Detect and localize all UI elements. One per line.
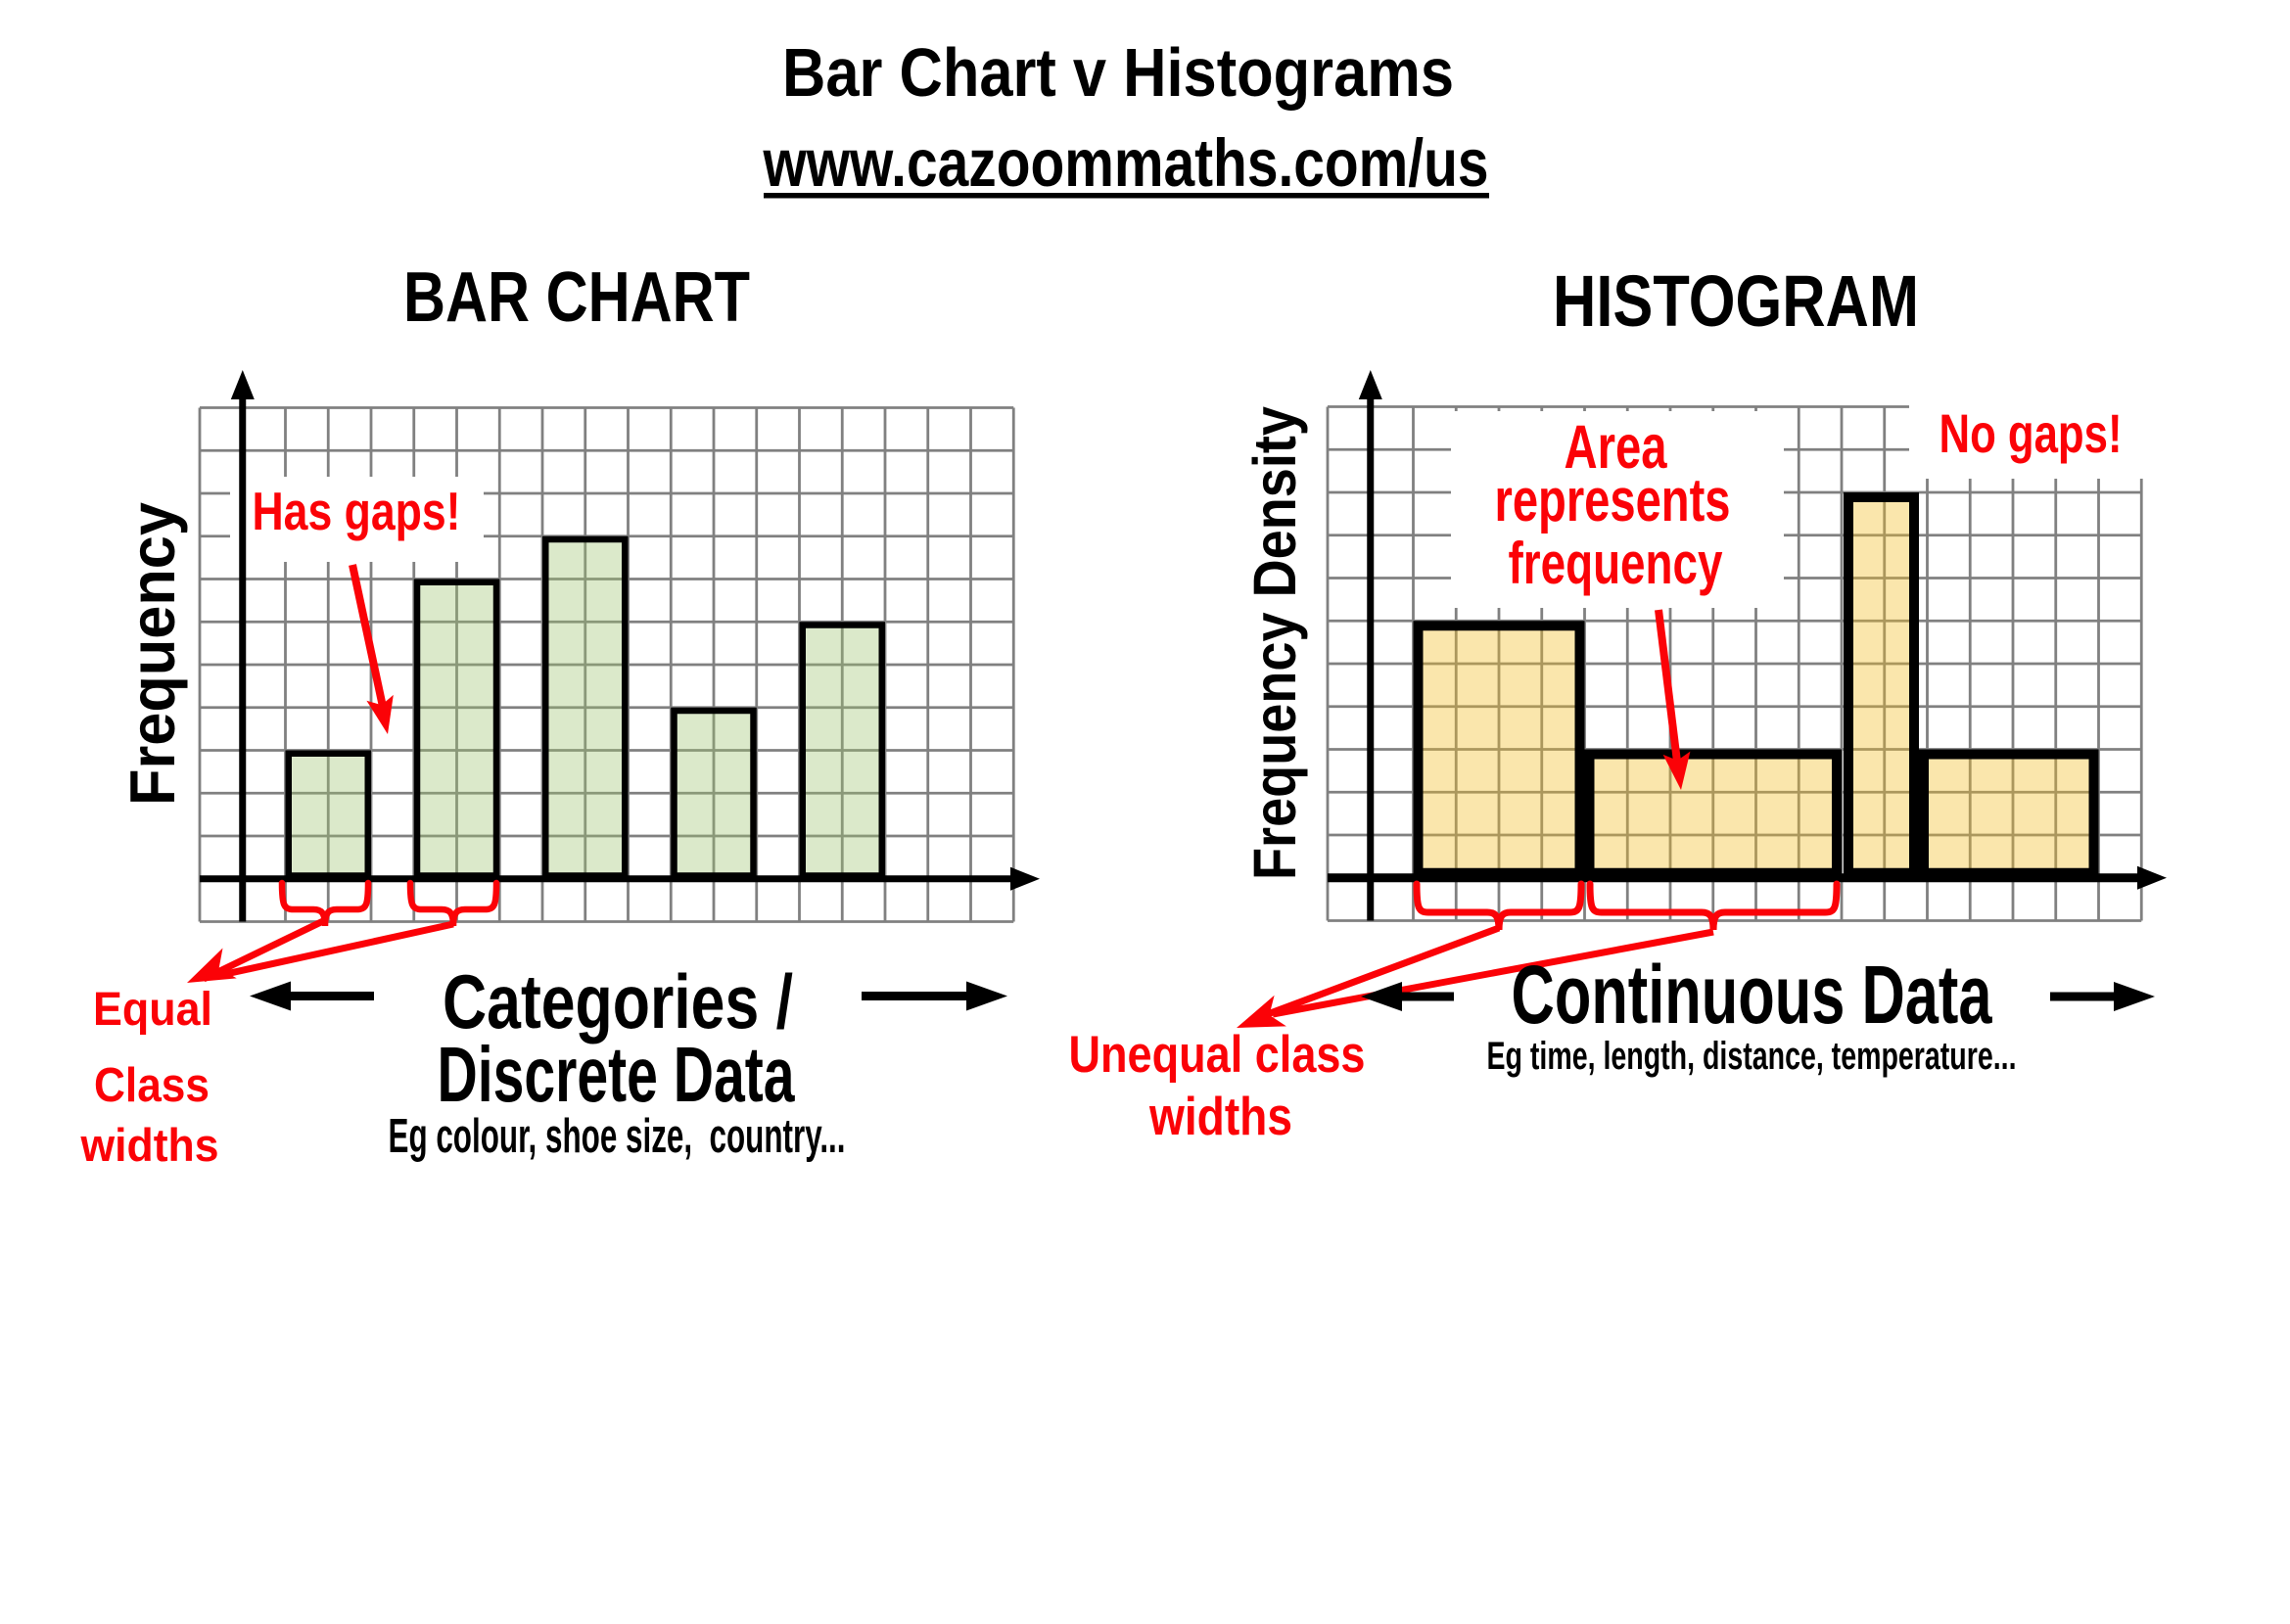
svg-text:Area: Area — [1565, 413, 1668, 482]
svg-text:Unequal class: Unequal class — [1069, 1026, 1366, 1084]
svg-text:Class: Class — [94, 1059, 210, 1112]
svg-text:widths: widths — [1148, 1086, 1292, 1146]
svg-text:No gaps!: No gaps! — [1939, 402, 2123, 464]
svg-text:HISTOGRAM: HISTOGRAM — [1553, 260, 1919, 342]
svg-text:represents: represents — [1495, 467, 1731, 534]
svg-text:www.cazoommaths.com/us: www.cazoommaths.com/us — [763, 125, 1489, 201]
svg-text:Has gaps!: Has gaps! — [253, 481, 461, 541]
svg-text:Equal: Equal — [93, 984, 212, 1036]
svg-text:Discrete Data: Discrete Data — [438, 1031, 795, 1118]
svg-text:Continuous Data: Continuous Data — [1512, 949, 1993, 1041]
svg-text:Categories /: Categories / — [443, 958, 793, 1044]
svg-text:Frequency Density: Frequency Density — [1241, 406, 1308, 880]
svg-text:BAR CHART: BAR CHART — [403, 258, 750, 337]
svg-text:Eg colour, shoe size, country: Eg colour, shoe size, country... — [389, 1110, 846, 1163]
svg-text:widths: widths — [80, 1119, 219, 1171]
svg-text:Bar Chart v Histograms: Bar Chart v Histograms — [782, 34, 1454, 111]
svg-text:Frequency: Frequency — [117, 502, 188, 806]
svg-text:frequency: frequency — [1509, 531, 1723, 596]
svg-text:Eg time, length, distance, tem: Eg time, length, distance, temperature..… — [1487, 1035, 2017, 1078]
